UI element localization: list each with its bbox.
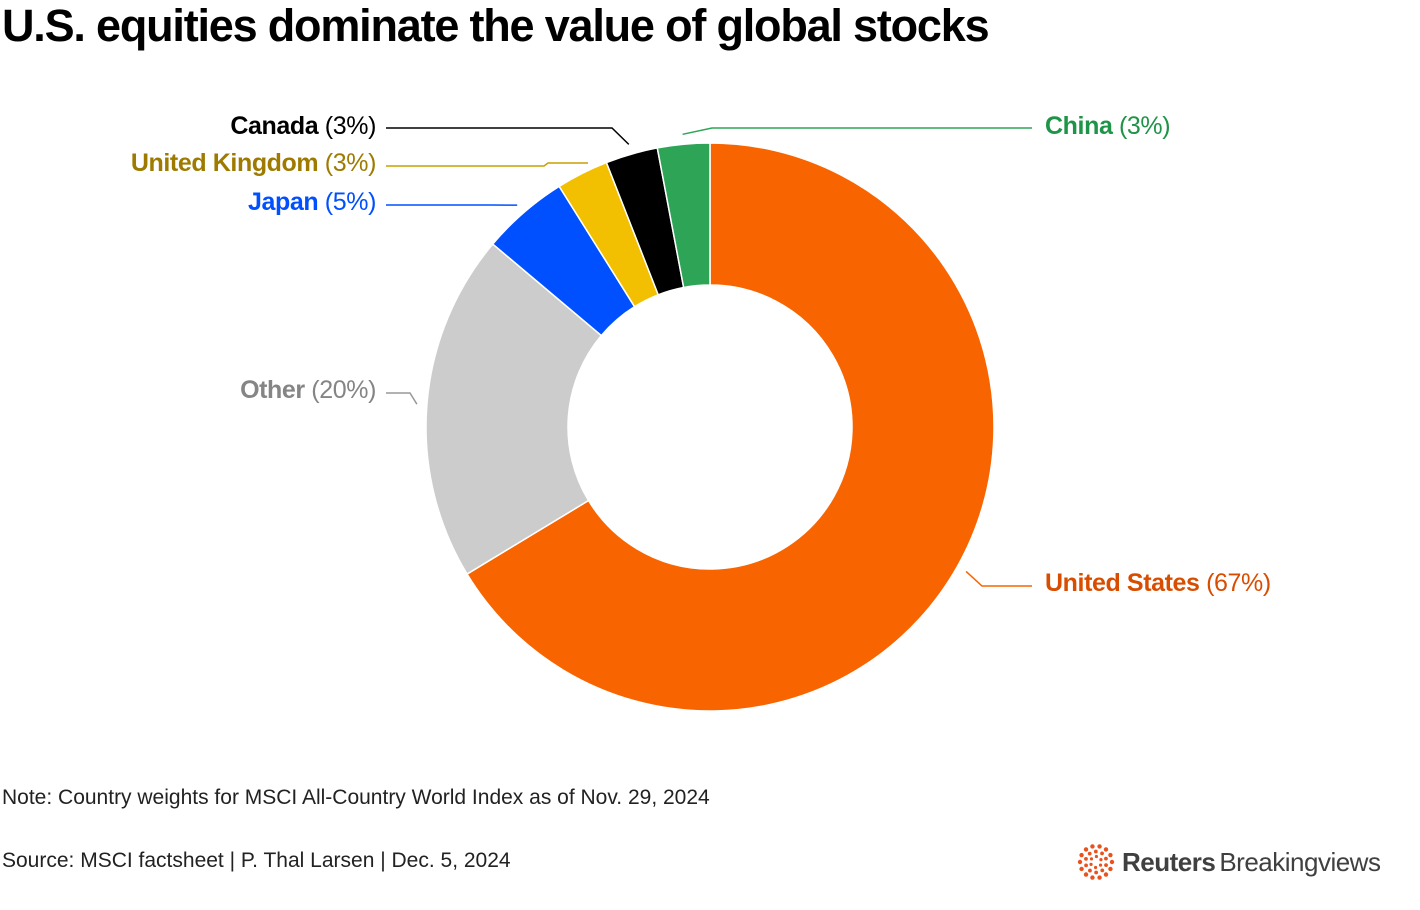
slice-label-value: (3%): [318, 112, 376, 140]
reuters-breakingviews-logo: Reuters Breakingviews: [1076, 840, 1381, 884]
logo-dot: [1093, 865, 1098, 870]
brand-name: Reuters: [1122, 846, 1216, 877]
logo-dot: [1100, 868, 1105, 873]
chart-title: U.S. equities dominate the value of glob…: [2, 0, 990, 51]
slice-label-name: United Kingdom: [131, 149, 318, 177]
leader-lines: [386, 127, 1032, 587]
logo-dot: [1087, 851, 1092, 856]
logo-dot: [1103, 847, 1109, 852]
slice-united-states: [466, 142, 995, 712]
leader-line-china: [682, 127, 1032, 136]
donut-chart: United States (67%) Other (20%) Japan (5%)…: [131, 112, 1271, 712]
logo-dot: [1094, 854, 1099, 859]
donut-slices: [425, 142, 995, 712]
logo-dot: [1079, 866, 1084, 872]
slice-label-japan: Japan (5%): [248, 188, 376, 216]
logo-dot: [1083, 847, 1089, 852]
logo-dot: [1089, 857, 1094, 861]
logo-dot: [1084, 863, 1088, 868]
slice-label-other: Other (20%): [240, 376, 376, 404]
slice-label-name: Other: [240, 376, 305, 404]
logo-dot: [1098, 863, 1103, 867]
logo-dot: [1108, 852, 1113, 858]
logo-dot: [1103, 872, 1109, 877]
logo-dot: [1109, 859, 1115, 865]
leader-line-canada: [386, 127, 630, 145]
slice-label-name: China: [1045, 112, 1114, 140]
chart-source: Source: MSCI factsheet | P. Thal Larsen …: [2, 849, 511, 872]
logo-dot: [1094, 870, 1099, 875]
slice-label-china: China (3%): [1045, 112, 1170, 140]
logo-dot: [1089, 862, 1093, 866]
slice-china: [656, 142, 711, 289]
leader-line-united-kingdom: [386, 162, 588, 167]
leader-line-united-states: [965, 570, 1032, 587]
logo-dot: [1083, 872, 1089, 877]
slice-label-value: (3%): [1112, 112, 1170, 140]
slice-label-united-kingdom: United Kingdom (3%): [131, 149, 376, 177]
slice-label-value: (3%): [318, 149, 376, 177]
slice-label-name: United States: [1045, 569, 1200, 597]
slice-label-value: (20%): [305, 376, 376, 404]
logo-dot: [1099, 858, 1103, 862]
slice-label-united-states: United States (67%): [1045, 569, 1271, 597]
brand-subname: Breakingviews: [1219, 846, 1381, 877]
chart-note: Note: Country weights for MSCI All-Count…: [2, 786, 710, 809]
logo-dot: [1097, 875, 1102, 880]
slice-labels: United States (67%) Other (20%) Japan (5%)…: [131, 112, 1271, 597]
slice-label-canada: Canada (3%): [230, 112, 376, 140]
logo-dot: [1079, 852, 1084, 858]
leader-line-other: [386, 392, 418, 405]
slice-label-value: (5%): [318, 188, 376, 216]
logo-dot: [1100, 851, 1104, 856]
slice-label-name: Canada: [230, 112, 319, 140]
reuters-dots-logo-icon: [1077, 844, 1115, 880]
logo-dot: [1104, 863, 1108, 867]
logo-dot: [1093, 849, 1098, 854]
slice-other: [425, 243, 603, 576]
slice-label-name: Japan: [248, 188, 318, 216]
logo-dot: [1084, 857, 1088, 861]
logo-dot: [1108, 866, 1113, 872]
logo-dot: [1088, 868, 1092, 873]
logo-dot: [1097, 844, 1102, 849]
logo-dot: [1090, 875, 1095, 880]
slice-label-value: (67%): [1200, 569, 1271, 597]
logo-dot: [1077, 859, 1083, 865]
logo-dot: [1090, 844, 1095, 849]
logo-dot: [1104, 856, 1108, 861]
